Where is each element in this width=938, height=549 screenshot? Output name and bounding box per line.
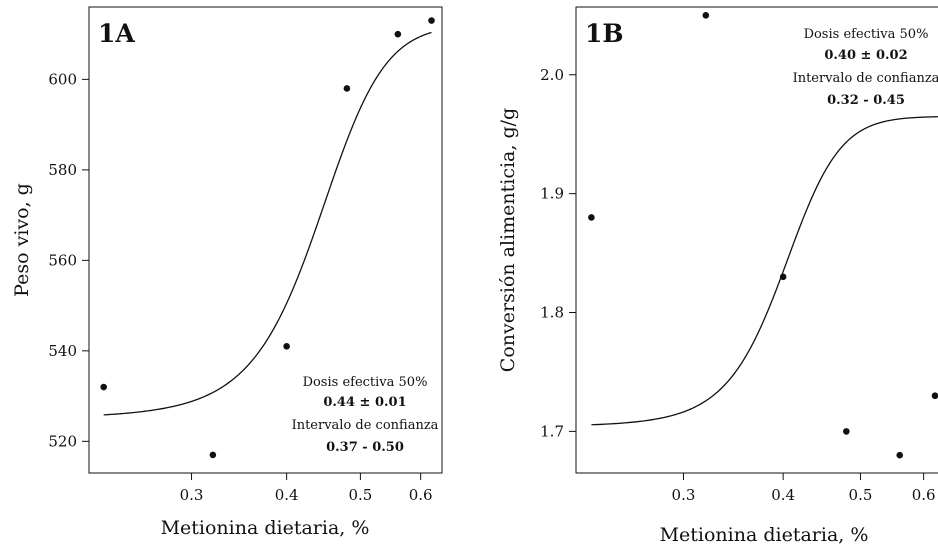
x-tick-label: 0.4: [771, 486, 795, 504]
ed50-annotation: Dosis efectiva 50% 0.44 ± 0.01 Intervalo…: [292, 375, 439, 455]
y-tick-label: 1.9: [540, 185, 564, 203]
panel-label: 1B: [585, 19, 624, 48]
data-point: [588, 214, 595, 221]
annotation-line-3: Intervalo de confianza: [292, 418, 439, 433]
fitted-curve: [591, 116, 938, 426]
data-point: [283, 343, 290, 350]
y-tick-label: 560: [48, 251, 77, 269]
annotation-line-1: Dosis efectiva 50%: [303, 375, 428, 390]
annotation-line-2: 0.44 ± 0.01: [323, 395, 406, 410]
y-tick-label: 540: [48, 342, 77, 360]
annotation-line-4: 0.37 - 0.50: [326, 440, 404, 455]
x-axis-label: Metionina dietaria, %: [660, 524, 869, 546]
panel-1b: 1B 1.7 1.8 1.9 2.0 0.3 0.4 0.5 0.6 Metionina d…: [497, 6, 938, 546]
y-tick-label: 1.7: [540, 422, 564, 440]
y-tick-label: 1.8: [540, 304, 564, 322]
data-point: [779, 273, 787, 281]
fitted-curve: [103, 31, 432, 416]
x-tick-label: 0.6: [409, 486, 433, 504]
data-point: [931, 392, 938, 400]
annotation-line-3: Intervalo de confianza: [793, 71, 938, 86]
x-axis: 0.3 0.4 0.5 0.6: [180, 473, 433, 504]
ed50-annotation: Dosis efectiva 50% 0.40 ± 0.02 Intervalo…: [793, 27, 938, 108]
y-axis-label: Conversión alimenticia, g/g: [497, 108, 519, 372]
x-axis: 0.3 0.4 0.5 0.6: [672, 473, 936, 504]
y-axis: 1.7 1.8 1.9 2.0: [540, 66, 576, 440]
x-axis-label: Metionina dietaria, %: [161, 517, 370, 539]
data-points: [588, 12, 938, 459]
x-tick-label: 0.3: [672, 486, 696, 504]
x-tick-label: 0.4: [275, 486, 299, 504]
y-tick-label: 2.0: [540, 66, 564, 84]
y-tick-label: 520: [48, 432, 77, 450]
annotation-line-2: 0.40 ± 0.02: [824, 48, 907, 63]
data-point: [702, 12, 710, 19]
x-tick-label: 0.5: [849, 486, 873, 504]
plot-frame: [88, 6, 443, 474]
data-point: [100, 383, 107, 391]
annotation-line-1: Dosis efectiva 50%: [804, 27, 929, 42]
x-tick-label: 0.5: [348, 486, 372, 504]
data-point: [896, 451, 904, 459]
data-point: [428, 17, 435, 24]
x-tick-label: 0.3: [180, 486, 204, 504]
data-point: [343, 85, 351, 92]
data-point: [394, 30, 402, 38]
y-axis: 520 540 560 580 600: [48, 70, 89, 450]
annotation-line-4: 0.32 - 0.45: [827, 93, 905, 108]
data-point: [843, 428, 850, 435]
plot-frame: [575, 6, 938, 474]
data-points: [100, 17, 435, 459]
panel-1a: 1A 520 540 560 580 600 0.3 0.4 0.5 0.6 Metionin…: [11, 6, 443, 539]
x-tick-label: 0.6: [912, 486, 936, 504]
y-tick-label: 580: [48, 161, 77, 179]
y-tick-label: 600: [48, 70, 77, 88]
panel-label: 1A: [98, 19, 135, 48]
data-point: [209, 451, 217, 459]
y-axis-label: Peso vivo, g: [11, 183, 33, 297]
